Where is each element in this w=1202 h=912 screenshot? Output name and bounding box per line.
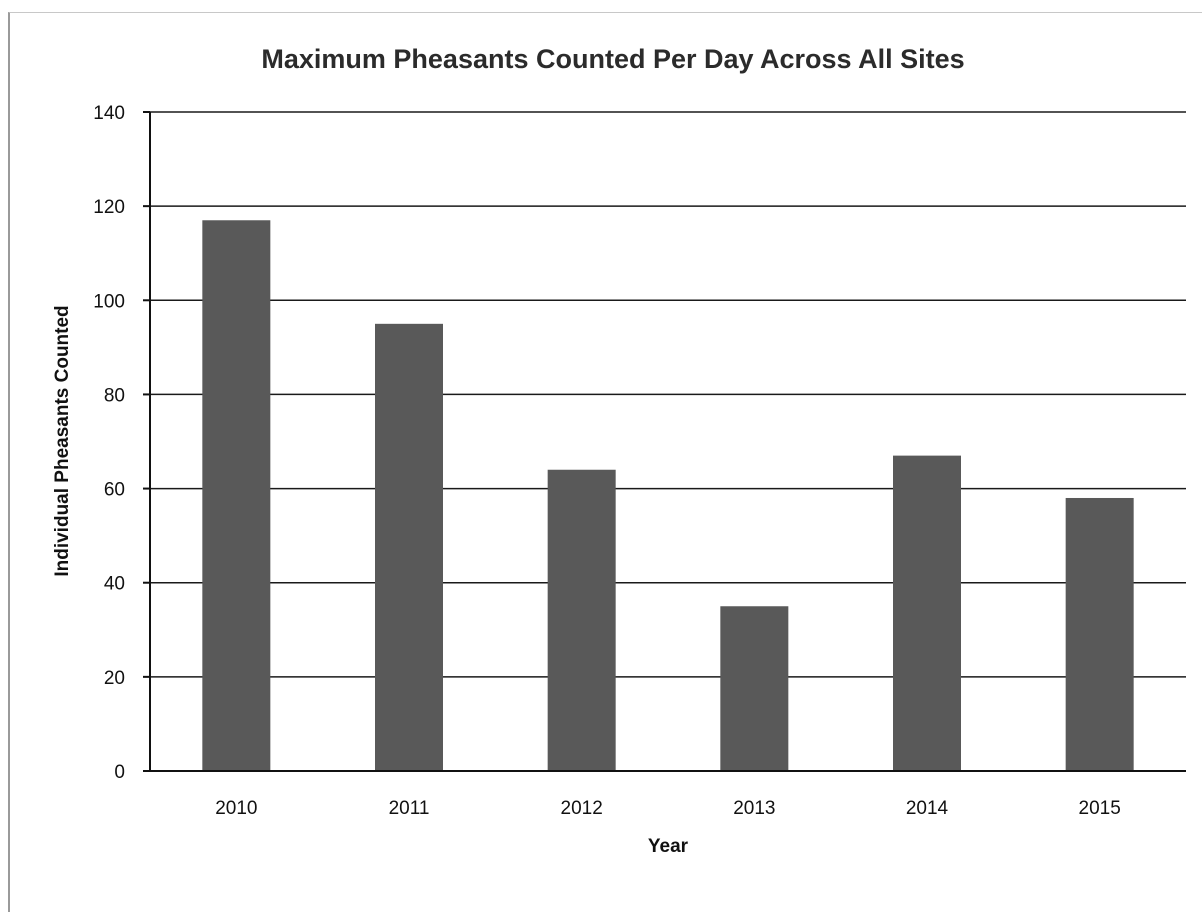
bar-2012 [547, 469, 616, 771]
x-axis-ticks: 2010 2011 2012 2013 2014 2015 [215, 798, 1121, 819]
x-tick-label: 2011 [389, 798, 430, 819]
y-axis-title: Individual Pheasants Counted [52, 305, 73, 576]
y-axis-ticks: 0 20 40 60 80 100 120 140 [93, 103, 150, 783]
bar-chart: Maximum Pheasants Counted Per Day Across… [52, 44, 1186, 857]
y-tick-label: 80 [104, 385, 125, 406]
y-tick-label: 120 [93, 197, 125, 218]
x-axis-title: Year [648, 836, 689, 857]
x-tick-label: 2010 [215, 798, 257, 819]
y-tick-label: 60 [104, 480, 125, 501]
bar-2014 [893, 455, 961, 771]
y-tick-label: 100 [93, 291, 125, 312]
y-tick-label: 0 [114, 762, 125, 783]
y-tick-label: 20 [104, 668, 125, 689]
gridlines [150, 111, 1186, 678]
x-tick-label: 2013 [733, 798, 775, 819]
bar-2013 [720, 606, 789, 771]
bar-2011 [375, 323, 443, 771]
x-tick-label: 2012 [561, 798, 603, 819]
y-tick-label: 40 [104, 574, 125, 595]
bar-2010 [202, 220, 271, 771]
bar-2015 [1065, 497, 1134, 771]
chart-frame [8, 12, 1202, 912]
x-tick-label: 2015 [1079, 798, 1121, 819]
y-tick-label: 140 [93, 103, 125, 124]
bars [202, 220, 1134, 771]
x-tick-label: 2014 [906, 798, 949, 819]
chart-title: Maximum Pheasants Counted Per Day Across… [261, 44, 964, 74]
